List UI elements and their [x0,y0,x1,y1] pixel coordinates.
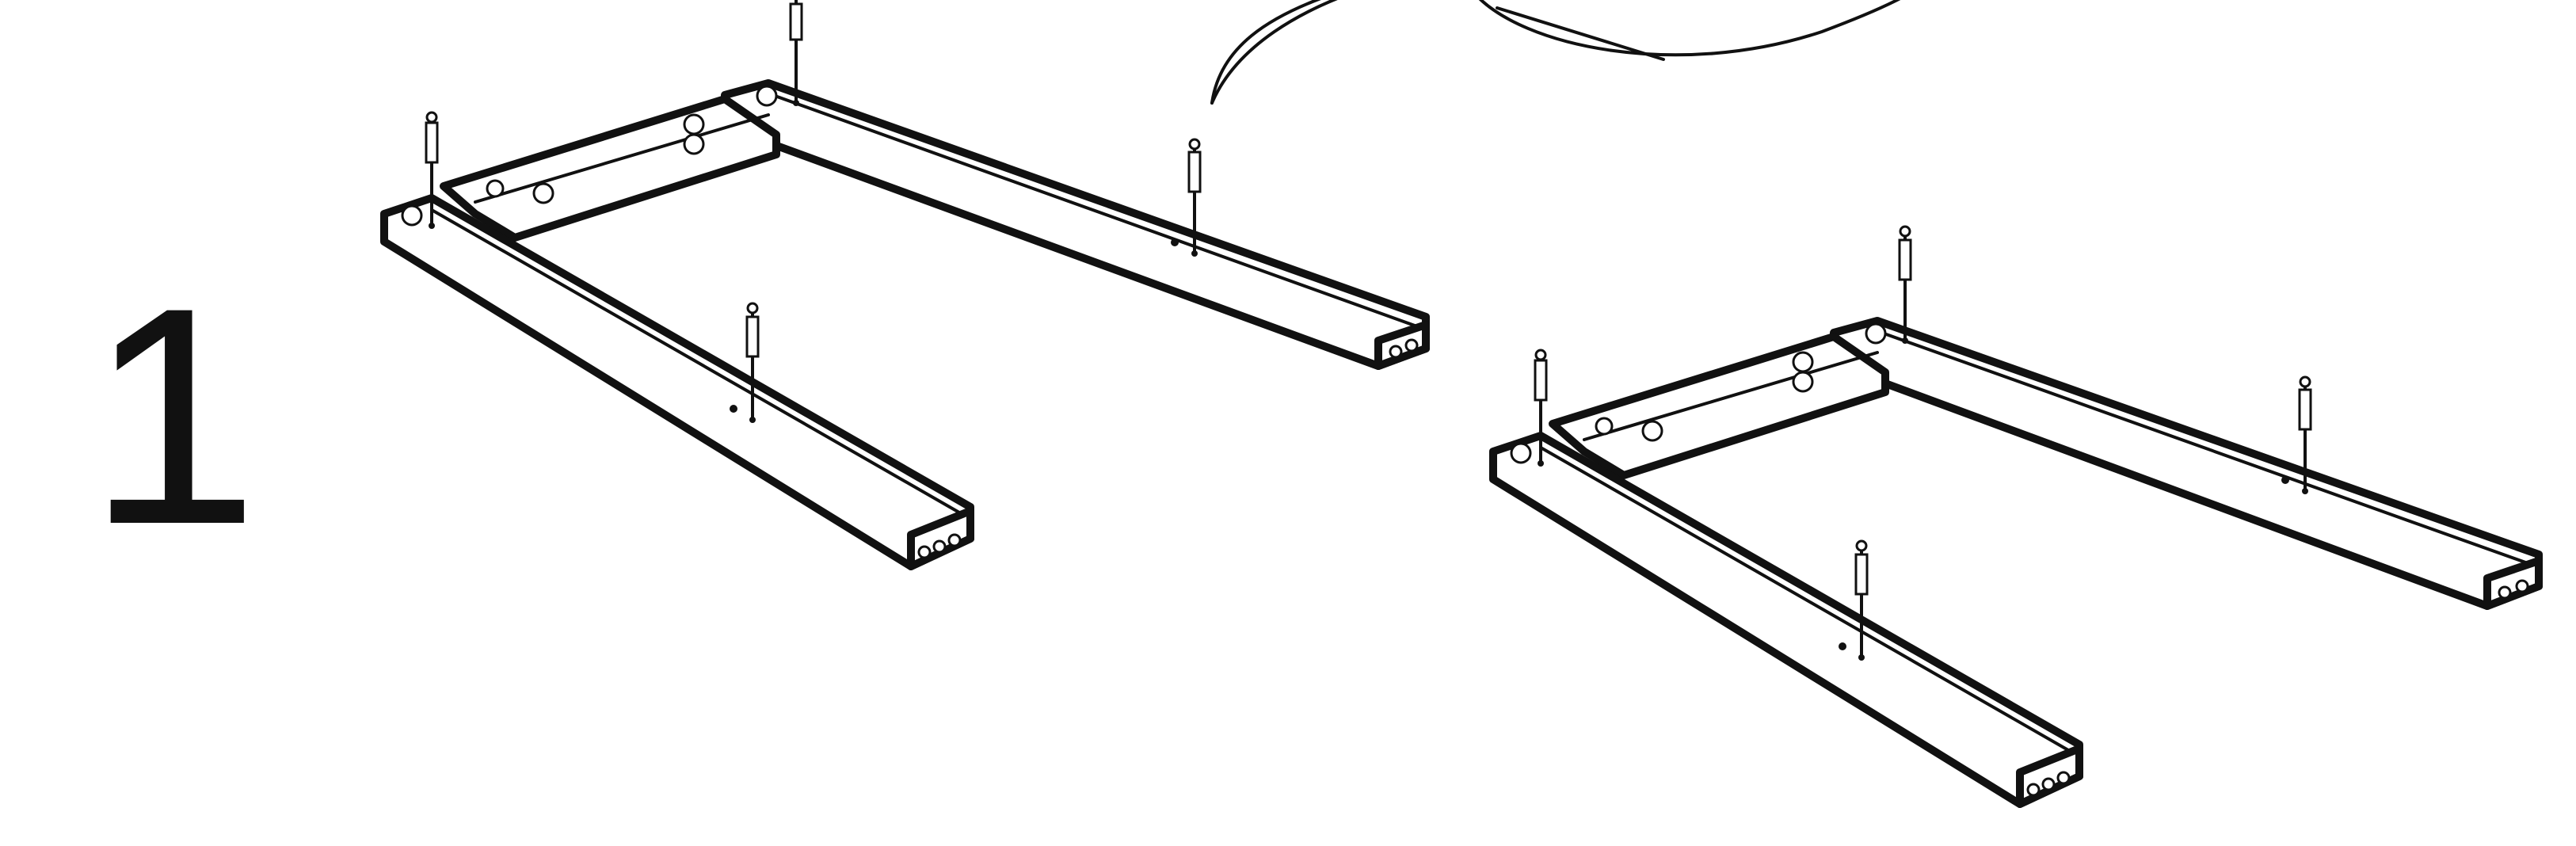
dowel [2281,375,2312,494]
step-number: 1 [87,243,259,589]
end-hole [2026,783,2041,797]
frame-right-cross-rail [1549,322,1889,479]
end-hole [2498,585,2512,600]
cam-hole [401,204,423,227]
callout-bubble [1210,0,1901,105]
cam-hole [1792,371,1814,393]
end-hole [2041,777,2056,791]
dowel [1839,539,1869,661]
cam-hole [532,182,554,204]
end-hole [1404,338,1419,352]
frame-right-front-rail [1489,432,2083,808]
cam-hole [1865,322,1887,345]
frame-left-front-rail [380,194,974,570]
cam-hole [683,133,705,155]
frame-right-back-rail [1830,317,2543,610]
dowel [1171,138,1202,257]
dowel [1534,349,1548,467]
frame-left-back-rail [721,79,1430,370]
end-hole [947,533,962,547]
dowel [425,111,439,229]
dowel [1898,225,1912,344]
cam-hole [1595,417,1614,436]
frame-left [380,0,1430,570]
end-hole [932,539,947,554]
frame-right [1489,225,2543,808]
cam-hole [1510,442,1532,464]
dowel [789,0,803,106]
frame-left-cross-rail [440,85,780,242]
end-hole [917,545,932,559]
end-hole [2056,771,2071,785]
end-hole [2515,579,2529,593]
cam-hole [683,113,705,135]
cam-hole [486,179,505,198]
cam-hole [1641,420,1663,442]
dowel [730,302,760,423]
cam-hole [756,85,778,107]
cam-hole [1792,351,1814,373]
end-hole [1389,345,1403,359]
